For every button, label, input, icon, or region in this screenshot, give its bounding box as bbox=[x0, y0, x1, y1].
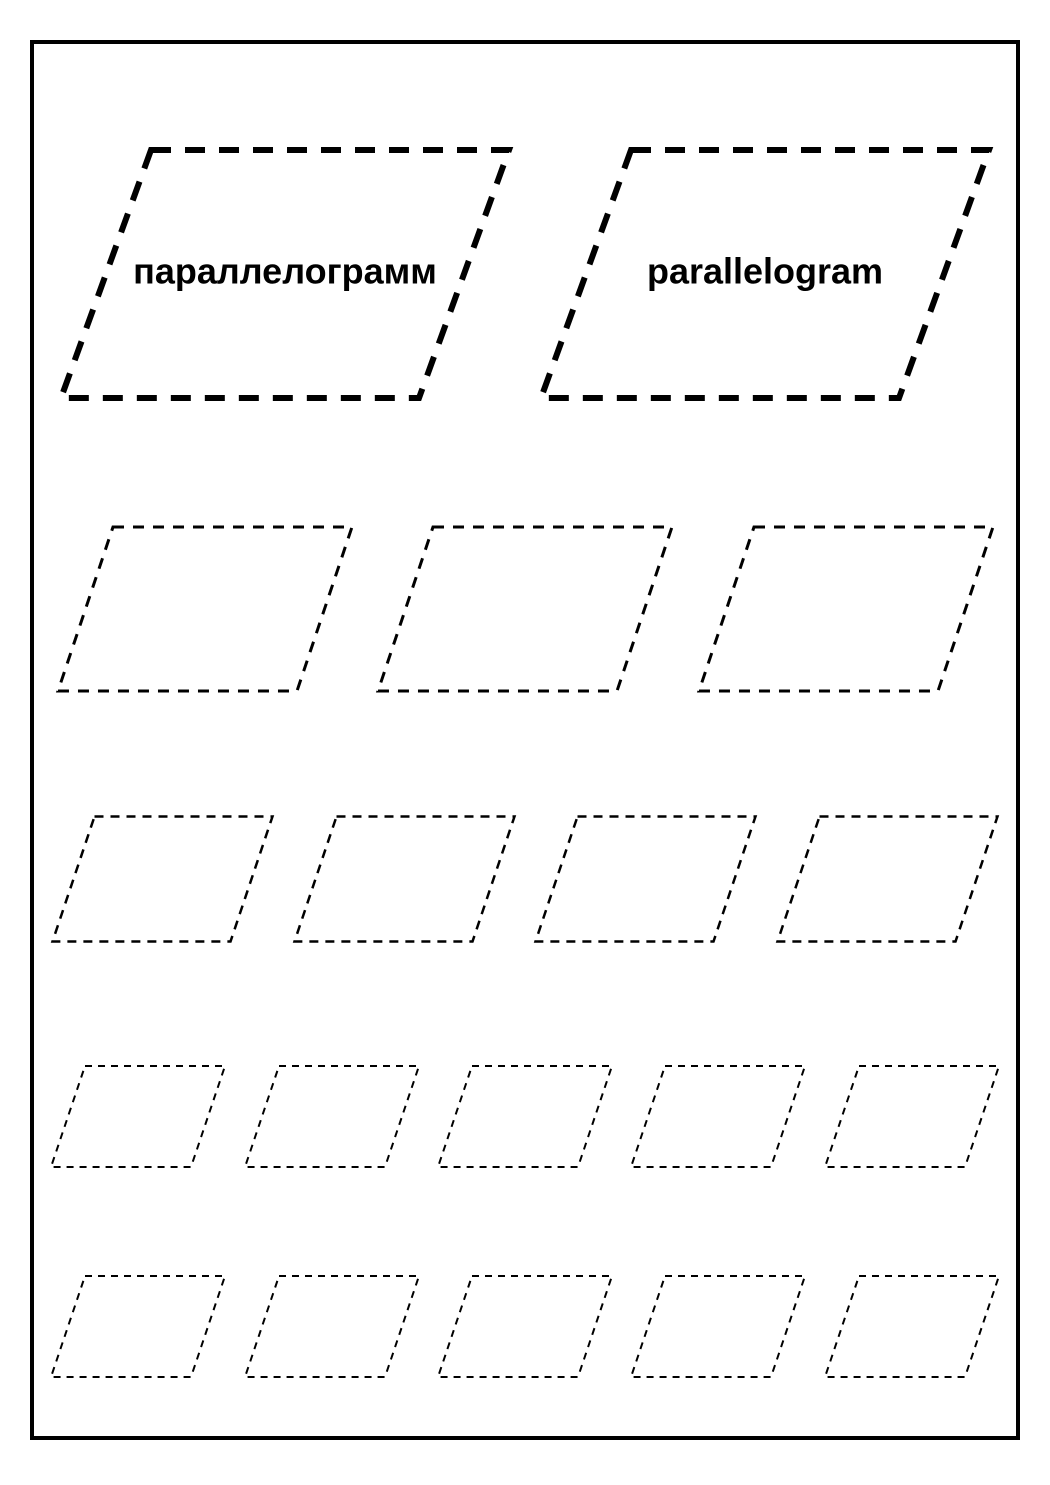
parallelogram-shape bbox=[629, 1274, 807, 1379]
parallelogram-shape bbox=[436, 1064, 614, 1169]
page-frame: параллелограмм parallelogram bbox=[30, 40, 1020, 1440]
parallelogram-outline bbox=[294, 817, 514, 942]
parallelogram-outline bbox=[51, 1276, 225, 1377]
parallelogram-outline bbox=[631, 1276, 805, 1377]
parallelogram-shape bbox=[243, 1064, 421, 1169]
parallelogram-shape bbox=[55, 524, 355, 694]
shape-row bbox=[34, 1274, 1016, 1379]
parallelogram-shape bbox=[533, 814, 758, 944]
parallelogram-outline bbox=[825, 1066, 999, 1167]
parallelogram-shape bbox=[49, 1274, 227, 1379]
shape-row: параллелограмм parallelogram bbox=[34, 144, 1016, 404]
parallelogram-outline bbox=[438, 1276, 612, 1377]
parallelogram-shape bbox=[49, 1064, 227, 1169]
parallelogram-shape bbox=[696, 524, 996, 694]
parallelogram-shape bbox=[375, 524, 675, 694]
parallelogram-outline bbox=[536, 817, 756, 942]
parallelogram-outline bbox=[825, 1276, 999, 1377]
parallelogram-shape bbox=[823, 1064, 1001, 1169]
parallelogram-outline bbox=[438, 1066, 612, 1167]
parallelogram-shape bbox=[629, 1064, 807, 1169]
parallelogram-shape bbox=[436, 1274, 614, 1379]
parallelogram-shape bbox=[823, 1274, 1001, 1379]
parallelogram-shape: параллелограмм bbox=[55, 144, 515, 404]
parallelogram-shape bbox=[292, 814, 517, 944]
shape-row bbox=[34, 814, 1016, 944]
shape-label: параллелограмм bbox=[133, 251, 437, 292]
parallelogram-outline bbox=[51, 1066, 225, 1167]
parallelogram-outline bbox=[699, 527, 993, 691]
shape-label: parallelogram bbox=[647, 251, 883, 292]
shape-row bbox=[34, 524, 1016, 694]
shape-row bbox=[34, 1064, 1016, 1169]
parallelogram-outline bbox=[378, 527, 672, 691]
worksheet-page: параллелограмм parallelogram bbox=[0, 0, 1050, 1485]
parallelogram-outline bbox=[53, 817, 273, 942]
parallelogram-outline bbox=[777, 817, 997, 942]
parallelogram-shape: parallelogram bbox=[535, 144, 995, 404]
parallelogram-outline bbox=[245, 1066, 419, 1167]
parallelogram-shape bbox=[775, 814, 1000, 944]
parallelogram-outline bbox=[58, 527, 352, 691]
parallelogram-outline bbox=[245, 1276, 419, 1377]
parallelogram-shape bbox=[243, 1274, 421, 1379]
parallelogram-shape bbox=[50, 814, 275, 944]
parallelogram-outline bbox=[631, 1066, 805, 1167]
